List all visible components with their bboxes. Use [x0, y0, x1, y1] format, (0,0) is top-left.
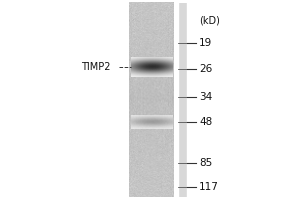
Text: (kD): (kD): [199, 16, 220, 26]
Text: 117: 117: [199, 182, 219, 192]
Bar: [178, 3, 187, 197]
Text: TIMP2: TIMP2: [81, 62, 111, 72]
Bar: [129, 3, 174, 197]
Text: 19: 19: [199, 38, 212, 48]
Text: 34: 34: [199, 92, 212, 102]
Text: 48: 48: [199, 117, 212, 127]
Text: 26: 26: [199, 64, 212, 74]
Text: 85: 85: [199, 158, 212, 168]
